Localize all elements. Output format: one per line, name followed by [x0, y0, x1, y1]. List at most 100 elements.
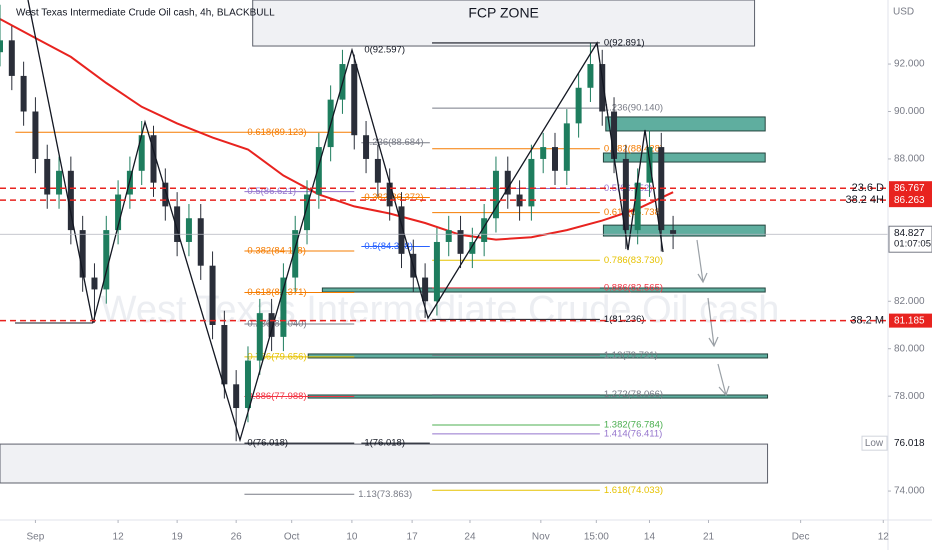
candle: [20, 61, 27, 126]
candle-body: [445, 230, 452, 242]
candle-body: [32, 111, 39, 159]
candle-body: [552, 147, 558, 171]
x-tick-label: 26: [231, 532, 243, 543]
candle-body: [540, 147, 547, 159]
x-tick-label: 21: [703, 532, 715, 543]
candle: [115, 180, 122, 245]
chart-title: West Texas Intermediate Crude Oil cash, …: [16, 8, 275, 19]
fib-label: 0.382(84.118): [247, 246, 305, 257]
candle-body: [56, 170, 63, 195]
candle-body: [221, 325, 228, 385]
candle: [103, 215, 110, 304]
candle-body: [611, 111, 618, 159]
fib-label: 1.236(88.684): [364, 137, 423, 148]
candle-body: [315, 147, 322, 195]
arrows: [696, 239, 730, 397]
candle: [528, 144, 535, 221]
candle: [197, 204, 204, 280]
fib-label: 1.618(74.033): [604, 485, 663, 496]
y-tick-label: 90.000: [894, 106, 925, 117]
zone: [605, 116, 766, 132]
candle-body: [174, 206, 181, 242]
candle: [256, 298, 263, 375]
zigzag: [27, 0, 664, 443]
candle: [304, 180, 311, 245]
price-tag-label: 81.185: [894, 315, 925, 326]
candle: [315, 132, 322, 209]
x-tick-label: 12: [113, 532, 125, 543]
currency: USD: [893, 7, 914, 18]
watermark: West Texas Intermediate Crude Oil cash: [101, 289, 780, 331]
candle: [552, 132, 558, 186]
y-tick-label: 82.000: [894, 296, 925, 307]
candle: [8, 26, 15, 91]
candle-body: [528, 158, 535, 207]
low-value: 76.018: [894, 438, 925, 449]
candle: [599, 49, 606, 126]
candle-body: [103, 230, 110, 290]
candle-body: [162, 182, 169, 207]
candle-body: [44, 158, 51, 195]
candle-body: [469, 241, 476, 254]
candle: [174, 192, 181, 257]
candle-body: [622, 158, 629, 231]
last-price-label: 84.827: [894, 228, 925, 239]
price-tag: [889, 193, 932, 208]
candle: [209, 251, 216, 340]
candle-body: [646, 147, 653, 183]
box: [0, 443, 769, 484]
front-layer: [0, 0, 888, 443]
candle: [150, 125, 157, 197]
x-tick-label: 15:00: [584, 532, 609, 543]
arrow: [707, 297, 719, 348]
candle-body: [575, 87, 582, 124]
candle-body: [91, 277, 98, 290]
y-tick-label: 78.000: [894, 391, 925, 402]
candle-body: [20, 75, 27, 112]
moving-average: [0, 18, 674, 241]
candle-body: [197, 218, 204, 266]
candle-body: [280, 277, 287, 337]
zone: [307, 353, 769, 359]
fib-label: 1.272(78.066): [604, 389, 663, 400]
candle: [374, 144, 381, 197]
candle: [91, 263, 98, 323]
fib-label: 0.382(88.428): [604, 143, 663, 154]
candle: [44, 144, 51, 209]
fib-label: 1.13(73.863): [358, 489, 412, 500]
fib-label: 0.886(77.988): [247, 391, 306, 402]
candle-body: [79, 230, 86, 278]
key-level-label: 23.6 D: [852, 182, 884, 194]
candle-body: [386, 182, 393, 207]
x-tick-label: Sep: [27, 532, 45, 543]
candle: [575, 73, 582, 138]
candle: [481, 204, 488, 257]
candle-body: [256, 313, 263, 361]
candle-body: [492, 170, 499, 219]
candle-body: [398, 206, 405, 254]
y-tick-label: 74.000: [894, 486, 925, 497]
candle-body: [351, 64, 358, 136]
key-level-label: 38.2 M: [850, 315, 884, 327]
candle-body: [268, 313, 275, 337]
y-tick-label: 80.000: [894, 343, 925, 354]
fib-label: 1.13(79.721): [604, 350, 658, 361]
y-tick-label: 88.000: [894, 154, 925, 165]
candle-body: [563, 123, 570, 171]
candle-body: [457, 230, 464, 254]
fib-label: 0.886(82.565): [604, 282, 663, 293]
fib-label: 0(76.018): [247, 438, 288, 449]
candle: [162, 168, 169, 221]
last-price-tag: [888, 225, 932, 253]
candle: [138, 120, 145, 186]
fib-label: 1.382(76.784): [604, 420, 663, 431]
fib-label: 0.786(83.730): [604, 255, 663, 266]
candle-body: [481, 218, 488, 242]
y-tick-label: 92.000: [894, 59, 925, 70]
candle-body: [8, 40, 15, 76]
candle: [244, 346, 251, 423]
x-tick-label: 17: [407, 532, 419, 543]
x-tick-label: 14: [644, 532, 656, 543]
